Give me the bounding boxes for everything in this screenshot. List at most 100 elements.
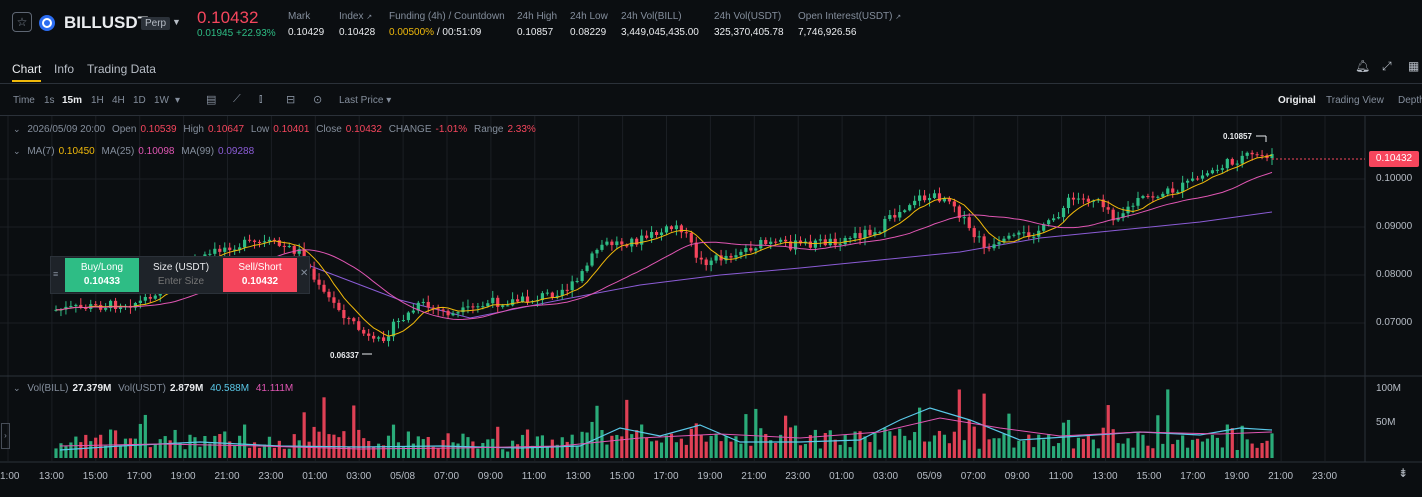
candle [808, 241, 813, 248]
volume-bar [1176, 439, 1180, 458]
tab-info[interactable]: Info [54, 62, 75, 76]
view-original[interactable]: Original [1278, 95, 1316, 106]
candle [515, 299, 520, 302]
price-type-select[interactable]: Last Price ▾ [339, 95, 392, 106]
star-icon[interactable]: ☆ [12, 12, 32, 32]
stat-index-label[interactable]: Index ↗ [339, 11, 373, 22]
chevron-down-icon[interactable]: ▾ [175, 95, 181, 106]
interval-15m[interactable]: 15m [62, 95, 83, 106]
expand-icon[interactable]: ⤢ [1382, 59, 1392, 73]
volume-bar [1042, 439, 1046, 458]
candle [932, 193, 937, 198]
side-panel-toggle[interactable]: › [1, 423, 10, 449]
stat-oi-label[interactable]: Open Interest(USDT) ↗ [798, 11, 902, 22]
calendar-icon[interactable]: ▤ [206, 94, 217, 106]
candle [386, 336, 391, 342]
volume-bar [307, 441, 311, 458]
interval-1s[interactable]: 1s [44, 95, 55, 106]
size-input[interactable] [146, 276, 216, 287]
volume-bar [788, 427, 793, 458]
volume-bar [679, 438, 683, 458]
scroll-end-icon[interactable]: ⇟ [1398, 466, 1409, 480]
candle [381, 337, 386, 342]
close-icon[interactable]: ✕ [300, 268, 309, 279]
candle [1220, 168, 1224, 170]
stat-funding-value: 0.00500% / 00:51:09 [389, 27, 482, 38]
candle [426, 301, 430, 308]
volume-bar [1027, 434, 1031, 458]
volume-bar [441, 439, 445, 458]
bell-icon[interactable]: 🔔︎ [1355, 59, 1371, 73]
volume-bar [1032, 447, 1036, 458]
candle [764, 239, 768, 245]
volume-bar [1121, 443, 1125, 458]
candle [113, 300, 118, 309]
volume-bar [461, 433, 465, 458]
tab-trading-data[interactable]: Trading Data [87, 62, 156, 76]
volume-bar [491, 438, 495, 458]
candle [94, 304, 98, 306]
candle-type-icon[interactable]: ⫾ [259, 93, 263, 105]
volume-bar [615, 434, 619, 458]
grid-icon[interactable]: ▦ [1408, 59, 1420, 73]
stat-vol-base-value: 3,449,045,435.00 [621, 27, 699, 38]
volume-bar [565, 441, 569, 458]
interval-4h[interactable]: 4H [112, 95, 125, 106]
volume-bar [585, 432, 589, 458]
candle [272, 239, 276, 241]
draw-icon[interactable]: ⊟ [286, 94, 296, 106]
time-tick: 19:00 [170, 471, 196, 482]
time-tick: 21:00 [741, 471, 767, 482]
volume-bar [411, 443, 415, 458]
volume-bar [669, 433, 674, 458]
candle [327, 291, 331, 298]
volume-bar [838, 444, 842, 458]
interval-1d[interactable]: 1D [133, 95, 146, 106]
volume-bar [262, 444, 267, 458]
candle [233, 249, 237, 251]
volume-bar [709, 435, 713, 458]
drag-handle-icon[interactable]: ≡ [53, 269, 59, 279]
tab-chart[interactable]: Chart [12, 62, 42, 76]
volume-bar [555, 444, 559, 458]
volume-bar [168, 440, 172, 458]
candle [287, 246, 291, 248]
candle [471, 306, 475, 308]
candlestick-chart[interactable] [0, 116, 1422, 497]
candle [54, 309, 58, 311]
candle [511, 299, 515, 306]
volume-bar [1141, 434, 1145, 458]
indicator-icon[interactable]: ⟋ [233, 93, 241, 105]
volume-bar [575, 446, 579, 458]
volume-bar [903, 435, 907, 458]
candle [436, 308, 440, 310]
settings-icon[interactable]: ⊙ [313, 94, 323, 106]
volume-bar [645, 437, 649, 458]
candle [312, 268, 316, 280]
volume-bar [635, 430, 639, 458]
candle [689, 232, 693, 243]
interval-1h[interactable]: 1H [91, 95, 104, 106]
volume-bar [664, 435, 669, 458]
candle [218, 248, 222, 252]
sell-short-button[interactable]: Sell/Short 0.10432 [223, 258, 297, 292]
buy-long-button[interactable]: Buy/Long 0.10433 [65, 258, 139, 292]
candle [1052, 218, 1056, 221]
candle [352, 318, 356, 322]
candle [1131, 205, 1135, 207]
volume-bar [1126, 438, 1130, 458]
interval-1w[interactable]: 1W [154, 95, 169, 106]
volume-bar [833, 439, 837, 458]
candle [873, 232, 877, 236]
chevron-down-icon[interactable]: ▼ [172, 17, 181, 27]
volume-bar [54, 448, 58, 458]
volume-bar [481, 442, 485, 458]
volume-bar [1156, 415, 1160, 458]
view-depth[interactable]: Depth [1398, 95, 1422, 106]
view-trading-view[interactable]: Trading View [1326, 95, 1384, 106]
symbol-name[interactable]: BILLUSDT [64, 13, 149, 32]
candle [1245, 152, 1249, 156]
volume-bar [89, 441, 93, 458]
candle [1166, 188, 1170, 194]
candle [967, 217, 971, 229]
